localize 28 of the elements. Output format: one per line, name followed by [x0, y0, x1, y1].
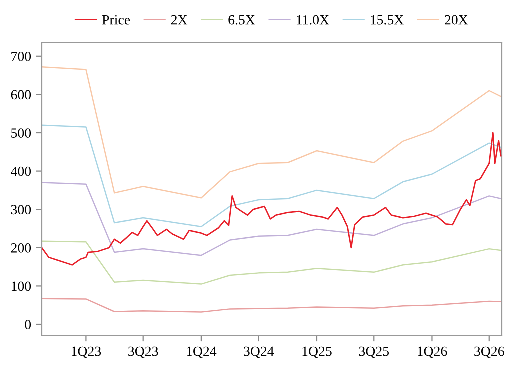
- x-tick-label: 1Q25: [302, 346, 332, 358]
- y-tick-label: 700: [12, 52, 32, 62]
- line-series: [42, 182, 502, 256]
- y-tick-label: 300: [11, 205, 32, 215]
- legend-label: 6.5X: [228, 15, 256, 25]
- y-tick-label: 0: [25, 320, 32, 330]
- x-tick-label: 1Q26: [418, 346, 448, 358]
- y-tick-label: 400: [11, 166, 32, 176]
- x-tick-label: 3Q24: [244, 346, 274, 358]
- line-series: [42, 124, 502, 228]
- x-tick-label: 3Q26: [474, 346, 504, 358]
- y-tick-label: 500: [12, 128, 32, 138]
- line-series: [42, 240, 502, 285]
- x-tick-label: 3Q25: [359, 346, 390, 358]
- x-tick-label: 1Q24: [187, 346, 217, 358]
- line-series: [42, 66, 502, 199]
- legend-label: Price: [102, 15, 130, 25]
- legend-label: 20X: [445, 15, 468, 25]
- y-tick-label: 100: [12, 282, 32, 292]
- line-series: [42, 132, 502, 266]
- x-tick-label: 3Q23: [128, 346, 158, 358]
- y-tick-label: 600: [11, 90, 32, 100]
- y-tick-label: 200: [11, 243, 32, 253]
- x-tick-label: 1Q23: [72, 346, 102, 358]
- line-series: [42, 298, 502, 313]
- legend-label: 15.5X: [371, 15, 404, 25]
- legend-label: 11.0X: [296, 15, 330, 25]
- legend-label: 2X: [171, 15, 188, 25]
